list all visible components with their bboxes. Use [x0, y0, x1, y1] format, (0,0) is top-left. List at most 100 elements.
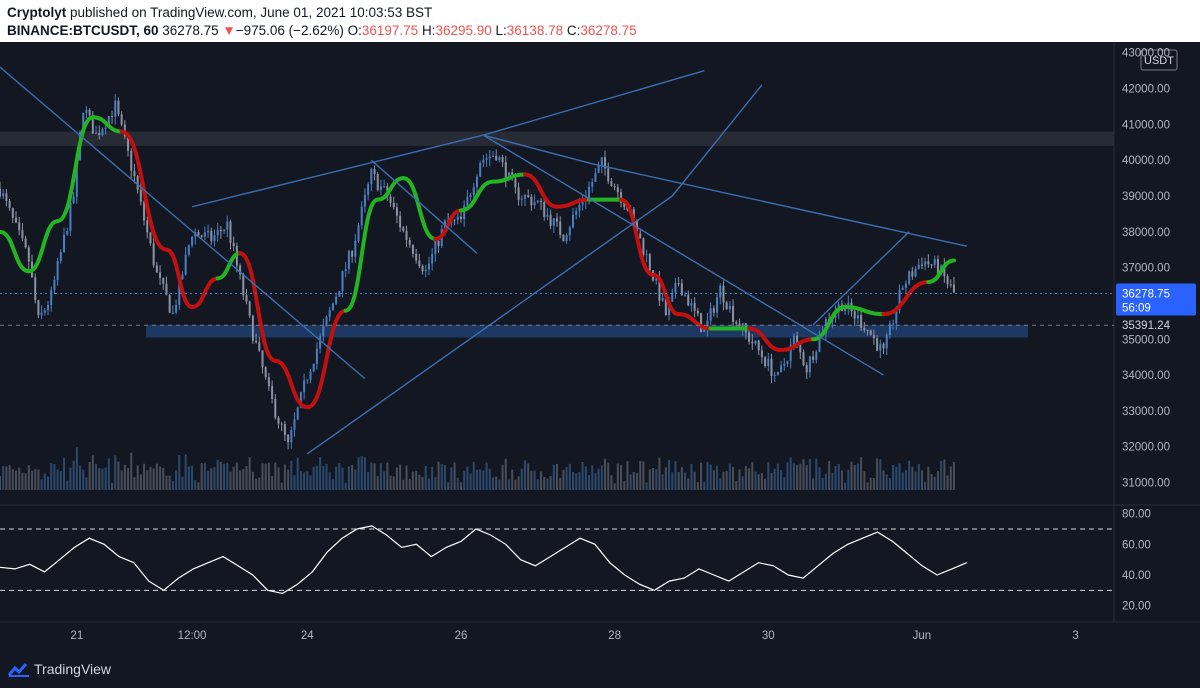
trendline[interactable] [812, 231, 910, 326]
trendline[interactable] [370, 159, 478, 254]
volume-bar [149, 466, 152, 490]
candle-body [2, 193, 5, 197]
ma-segment [926, 258, 956, 284]
volume-bar [527, 463, 530, 490]
volume-bar [764, 478, 767, 490]
volume-bar [415, 470, 418, 490]
brand-name[interactable]: TradingView [34, 661, 112, 677]
candle-body [911, 271, 914, 277]
trendline[interactable] [0, 66, 366, 380]
rsi-tick-label: 20.00 [1122, 601, 1151, 613]
volume-bar [543, 476, 546, 490]
candle-body [95, 133, 98, 135]
candle-body [207, 230, 210, 233]
volume-bar [235, 462, 238, 490]
volume-bar [312, 466, 315, 490]
candle-body [149, 232, 152, 244]
volume-bar [229, 471, 232, 490]
trendlines-layer[interactable] [0, 66, 967, 455]
volume-bar [434, 477, 437, 490]
candle-body [293, 419, 296, 430]
volume-bar [219, 461, 222, 490]
volume-bar [472, 461, 475, 490]
volume-bar [856, 463, 859, 490]
trendline[interactable] [483, 69, 705, 136]
volume-bar [437, 461, 440, 490]
time-tick-label: 3 [1072, 630, 1078, 642]
level-box [1116, 317, 1192, 334]
candle-body [927, 261, 930, 265]
candle-body [882, 343, 885, 349]
candle-body [347, 251, 350, 270]
candle-body [600, 157, 603, 166]
candle-body [866, 330, 869, 332]
volume-bar [120, 470, 123, 490]
trendline[interactable] [483, 134, 593, 165]
candle-body [568, 227, 571, 236]
volume-bar [296, 457, 299, 490]
candle-body [901, 287, 904, 290]
candle-body [514, 178, 517, 188]
trendline[interactable] [671, 84, 763, 197]
last-price-box [1116, 283, 1196, 316]
candle-body [354, 240, 357, 257]
chart-area[interactable]: USDT 43000.00 42000.00 41000.00 40000.00 390… [0, 42, 1200, 656]
candle-body [783, 363, 786, 366]
volume-bar [556, 464, 558, 490]
volume-bar [123, 464, 126, 490]
ma-segment [375, 176, 406, 202]
candle-body [88, 110, 91, 116]
time-tick-label: 12:00 [178, 630, 207, 642]
volume-bar [261, 463, 264, 490]
price-axis[interactable]: USDT 43000.00 42000.00 41000.00 40000.00 390… [1122, 48, 1178, 490]
volume-bar [91, 455, 94, 490]
volume-bar [184, 454, 187, 490]
rsi-axis[interactable]: 80.00 60.00 40.00 20.00 [1122, 509, 1151, 613]
volume-bar [732, 466, 735, 490]
volume-bar [328, 472, 331, 490]
countdown-value: 56:09 [1122, 302, 1151, 314]
volume-bar [668, 459, 671, 490]
trendline[interactable] [483, 134, 884, 376]
volume-bar [216, 459, 219, 490]
author-name[interactable]: Cryptolyt [7, 5, 67, 20]
volume-bar [418, 474, 421, 490]
candle-body [597, 165, 600, 173]
symbol-label: BINANCE:BTCUSDT, 60 [7, 23, 159, 38]
volume-bar [440, 464, 443, 490]
ma-segment [90, 115, 124, 134]
candle-body [56, 261, 59, 280]
chart-svg[interactable]: USDT 43000.00 42000.00 41000.00 40000.00 390… [0, 42, 1200, 656]
volume-bar [386, 462, 389, 490]
candle-body [802, 352, 805, 366]
price-tick-label: 41000.00 [1122, 119, 1170, 131]
volume-bar [98, 468, 101, 490]
time-axis[interactable]: 21 12:00 24 26 28 30 Jun 3 [70, 630, 1078, 642]
volume-bar [242, 469, 245, 490]
trendline[interactable] [592, 163, 967, 247]
volume-bar [447, 482, 450, 490]
volume-bar [834, 465, 837, 490]
volume-bar [469, 473, 472, 490]
volume-bar [722, 471, 725, 490]
volume-bar [24, 473, 27, 490]
volume-bar [808, 458, 811, 490]
candle-body [936, 259, 939, 274]
last-price-badge[interactable]: 36278.75 56:09 [1116, 283, 1196, 316]
change-arrow-icon: ▼ [222, 23, 236, 38]
volume-bar [511, 469, 514, 490]
volume-bar [536, 479, 539, 490]
candle-body [501, 157, 504, 163]
volume-bar [578, 472, 581, 490]
level-badge[interactable]: 35391.24 [1116, 317, 1192, 334]
volume-bar [491, 477, 494, 490]
trendline[interactable] [191, 134, 484, 208]
candle-body [255, 340, 258, 343]
volume-bar [818, 467, 821, 490]
candle-body [578, 204, 581, 211]
currency-box[interactable] [1140, 49, 1178, 71]
candle-body [277, 417, 280, 424]
volume-bar [604, 458, 607, 490]
volume-bar [319, 456, 322, 490]
volume-bar [399, 464, 402, 490]
